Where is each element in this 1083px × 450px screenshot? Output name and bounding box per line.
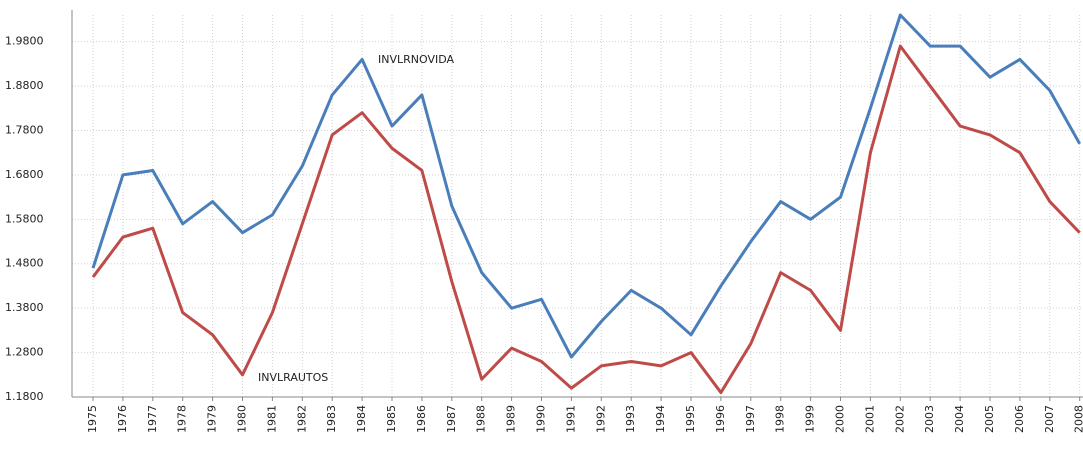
x-tick-label: 1996 [714,405,727,433]
series-label: INVLRAUTOS [258,371,328,384]
y-tick-label: 1.8800 [5,79,44,92]
x-tick-label: 1981 [265,405,278,433]
x-tick-label: 2000 [834,405,847,433]
x-tick-label: 2002 [893,405,906,433]
x-tick-label: 1977 [146,405,159,433]
x-tick-label: 1988 [475,405,488,433]
x-tick-label: 2005 [983,405,996,433]
x-tick-label: 1990 [535,405,548,433]
series-line [91,13,1082,359]
x-tick-label: 1976 [116,405,129,433]
y-tick-label: 1.4800 [5,257,44,270]
series-label: INVLRNOVIDA [378,53,455,66]
y-tick-label: 1.5800 [5,212,44,225]
x-tick-label: 1985 [385,405,398,433]
y-tick-label: 1.2800 [5,346,44,359]
x-tick-label: 2008 [1073,405,1083,433]
x-tick-label: 1998 [774,405,787,433]
x-tick-label: 1979 [206,405,219,433]
x-tick-label: 1989 [505,405,518,433]
series-line [91,44,1081,395]
x-tick-label: 1994 [654,405,667,433]
y-tick-label: 1.3800 [5,301,44,314]
x-tick-label: 1983 [325,405,338,433]
y-tick-label: 1.1800 [5,390,44,403]
x-tick-label: 2007 [1043,405,1056,433]
x-tick-label: 2003 [923,405,936,433]
x-tick-label: 1975 [86,405,99,433]
x-tick-label: 2004 [953,405,966,433]
y-tick-label: 1.6800 [5,168,44,181]
x-tick-label: 1997 [744,405,757,433]
x-tick-label: 1991 [564,405,577,433]
x-tick-label: 1986 [415,405,428,433]
x-tick-label: 2006 [1013,405,1026,433]
y-tick-label: 1.9800 [5,35,44,48]
x-tick-label: 1984 [355,405,368,433]
x-tick-label: 1993 [624,405,637,433]
x-tick-label: 1987 [445,405,458,433]
x-tick-label: 2001 [863,405,876,433]
x-tick-label: 1982 [295,405,308,433]
x-tick-label: 1999 [804,405,817,433]
x-tick-label: 1978 [176,405,189,433]
x-tick-label: 1995 [684,405,697,433]
x-tick-label: 1992 [594,405,607,433]
x-tick-label: 1980 [236,405,249,433]
y-tick-label: 1.7800 [5,123,44,136]
